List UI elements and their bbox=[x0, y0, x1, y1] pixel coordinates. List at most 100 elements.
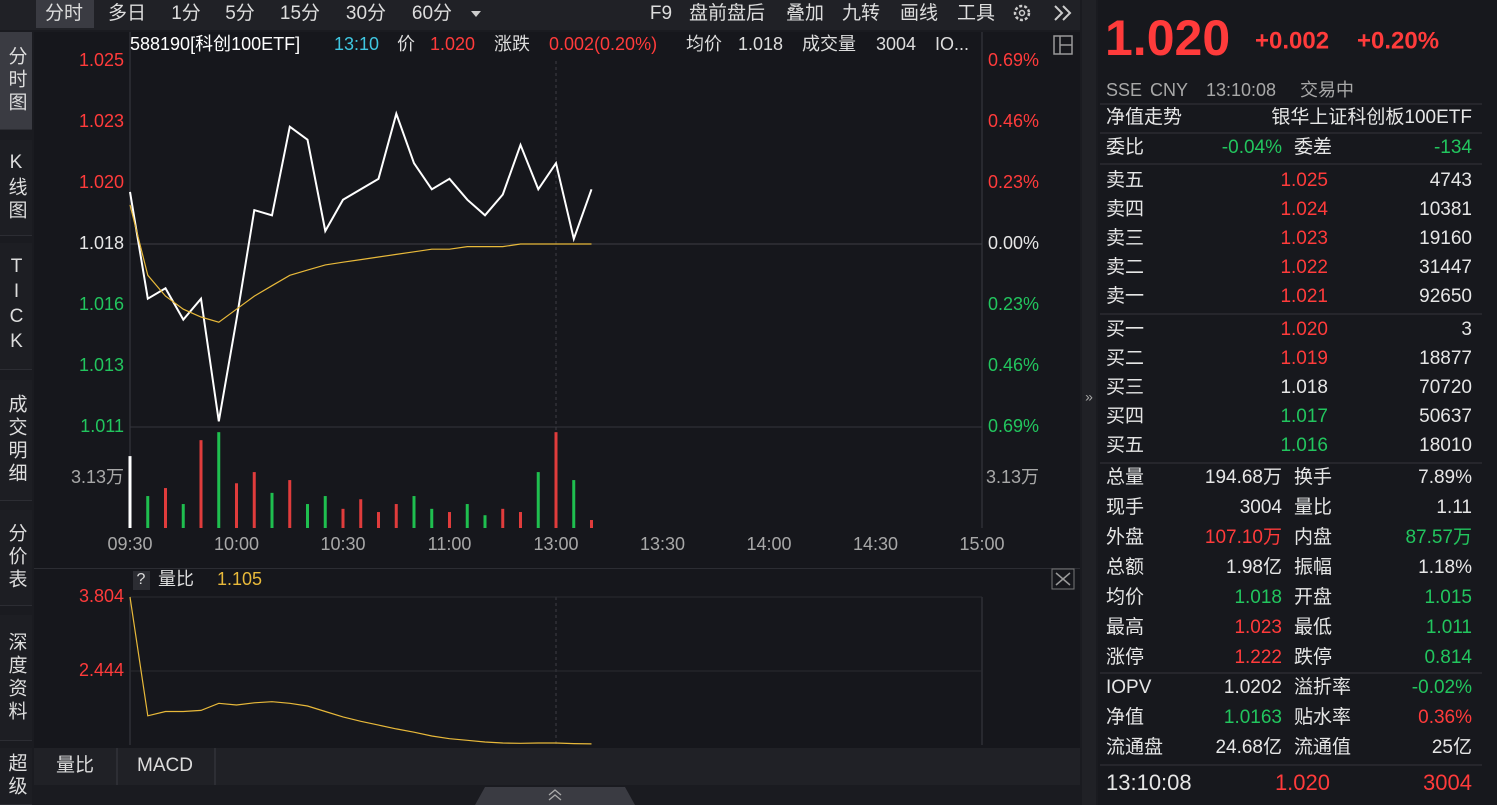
ask-volume: 92650 bbox=[1419, 286, 1472, 307]
quote-label: 总额 bbox=[1106, 556, 1144, 578]
quote-label: 开盘 bbox=[1294, 586, 1332, 608]
quote-status: SSE bbox=[1106, 80, 1142, 100]
volume-bar bbox=[323, 496, 327, 528]
quote-label: 最低 bbox=[1294, 616, 1332, 638]
toolbar-tab[interactable]: 多日 bbox=[108, 2, 146, 24]
quote-label: 最高 bbox=[1106, 616, 1144, 638]
quote-panel bbox=[1098, 0, 1497, 805]
quote-value: 1.222 bbox=[1234, 647, 1282, 668]
y2-tick-label: 0.00% bbox=[988, 233, 1039, 253]
side-tab[interactable]: 超级 bbox=[0, 748, 32, 805]
toolbar-tool[interactable]: 工具 bbox=[957, 3, 995, 24]
quote-value: 1.015 bbox=[1424, 587, 1472, 608]
splitter bbox=[1082, 0, 1096, 805]
bid-volume: 50637 bbox=[1419, 406, 1472, 427]
bid-label: 买一 bbox=[1106, 319, 1144, 340]
volume-bar bbox=[288, 480, 292, 528]
toolbar-tool[interactable]: 九转 bbox=[842, 2, 880, 24]
bid-price: 1.020 bbox=[1280, 319, 1328, 340]
toolbar-tool[interactable]: 叠加 bbox=[786, 2, 824, 24]
toolbar-tab[interactable]: 30分 bbox=[346, 2, 386, 24]
quote-value: 1.011 bbox=[1426, 617, 1472, 638]
last-trade-time: 13:10:08 bbox=[1106, 770, 1192, 795]
bid-price: 1.016 bbox=[1280, 435, 1328, 456]
volume-bar bbox=[146, 496, 150, 528]
last-trade-price: 1.020 bbox=[1275, 770, 1330, 795]
quote-change: +0.002 bbox=[1255, 27, 1329, 54]
side-tab[interactable]: TICK bbox=[0, 243, 32, 370]
bottom-tab[interactable]: 量比 bbox=[56, 754, 94, 776]
x-tick-label: 10:00 bbox=[214, 534, 259, 554]
side-tab[interactable]: 分时图 bbox=[0, 32, 32, 130]
quote-label: 换手 bbox=[1294, 466, 1332, 488]
y-tick-label: 1.011 bbox=[80, 416, 124, 436]
quote-label: 现手 bbox=[1106, 496, 1144, 518]
series-line bbox=[129, 204, 592, 323]
quote-label: 内盘 bbox=[1294, 526, 1332, 548]
expand-icon[interactable]: » bbox=[1085, 389, 1093, 405]
volume-bar bbox=[359, 499, 363, 528]
more-icon[interactable] bbox=[1054, 5, 1072, 21]
info-avg-label: 均价 bbox=[686, 34, 722, 54]
tab-menu-icon[interactable] bbox=[471, 11, 481, 17]
close-box[interactable] bbox=[1051, 568, 1075, 590]
x-tick-label: 11:00 bbox=[428, 534, 472, 554]
quote-value: 1.0163 bbox=[1224, 707, 1282, 728]
toolbar-tab[interactable]: 1分 bbox=[171, 2, 201, 24]
ask-price: 1.023 bbox=[1280, 228, 1328, 249]
y2-tick-label: 0.46% bbox=[988, 355, 1039, 375]
info-change-label: 涨跌 bbox=[494, 34, 530, 54]
quote-value: -134 bbox=[1434, 137, 1472, 158]
toolbar-tool[interactable]: 盘前盘后 bbox=[689, 2, 765, 24]
help-icon[interactable]: ? bbox=[137, 571, 146, 588]
toolbar-tab[interactable]: 15分 bbox=[280, 2, 320, 24]
toolbar-tool[interactable]: F9 bbox=[650, 3, 672, 24]
toolbar-tab[interactable]: 60分 bbox=[412, 2, 452, 24]
info-time: 13:10 bbox=[334, 34, 379, 54]
y2-tick-label: 0.23% bbox=[988, 294, 1039, 314]
collapse-icon bbox=[548, 789, 562, 801]
side-tab[interactable]: 成交明细 bbox=[0, 380, 32, 501]
y-tick-label: 1.018 bbox=[79, 233, 124, 253]
volume-bar bbox=[519, 512, 522, 528]
collapse-handle[interactable] bbox=[475, 787, 635, 805]
help-box[interactable] bbox=[133, 571, 150, 590]
bid-label: 买二 bbox=[1106, 348, 1144, 369]
ask-volume: 4743 bbox=[1430, 170, 1472, 191]
side-tab[interactable]: 深度资料 bbox=[0, 615, 32, 741]
quote-value: 3004 bbox=[1240, 497, 1283, 518]
settings-icon[interactable] bbox=[1013, 4, 1031, 22]
last-trade-volume: 3004 bbox=[1423, 770, 1472, 795]
y-tick-label: 1.023 bbox=[79, 111, 124, 131]
volume-bar bbox=[430, 508, 434, 528]
toolbar-tab[interactable]: 分时 bbox=[45, 2, 83, 24]
quote-value: 1.11 bbox=[1436, 497, 1472, 518]
quote-change-pct: +0.20% bbox=[1357, 27, 1439, 54]
bid-label: 买五 bbox=[1106, 435, 1144, 456]
quote-label: 总量 bbox=[1106, 466, 1144, 488]
quote-value: 1.18% bbox=[1418, 557, 1472, 578]
volume-bar bbox=[572, 480, 576, 528]
ask-price: 1.022 bbox=[1280, 257, 1328, 278]
info-avg: 1.018 bbox=[738, 34, 783, 54]
bid-volume: 18877 bbox=[1419, 348, 1472, 369]
series-line bbox=[129, 110, 593, 422]
volume-bar bbox=[199, 440, 203, 528]
fund-name: 银华上证科创板100ETF bbox=[1271, 106, 1472, 128]
volume-bar bbox=[217, 432, 221, 528]
volume-bar bbox=[252, 472, 256, 528]
side-tab[interactable]: K线图 bbox=[0, 140, 32, 236]
side-tab[interactable]: 分价表 bbox=[0, 510, 32, 606]
toolbar-tool[interactable]: 画线 bbox=[900, 2, 938, 24]
indicator-value: 1.105 bbox=[217, 569, 262, 589]
x-tick-label: 09:30 bbox=[107, 534, 152, 554]
x-tick-label: 13:00 bbox=[533, 534, 578, 554]
ask-volume: 31447 bbox=[1419, 257, 1472, 278]
y-tick-label: 3.804 bbox=[79, 586, 124, 606]
toolbar-tab[interactable]: 5分 bbox=[225, 2, 255, 24]
x-tick-label: 14:30 bbox=[853, 534, 898, 554]
ask-volume: 10381 bbox=[1419, 199, 1472, 220]
quote-value: 107.10万 bbox=[1205, 527, 1282, 548]
bottom-tab[interactable]: MACD bbox=[137, 755, 193, 776]
bid-price: 1.019 bbox=[1280, 348, 1328, 369]
